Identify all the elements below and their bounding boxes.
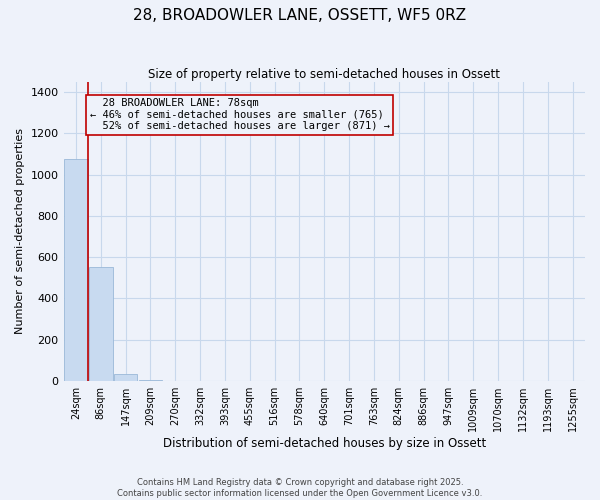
Bar: [64, 159, 88, 381]
Bar: [139, 380, 162, 381]
Y-axis label: Number of semi-detached properties: Number of semi-detached properties: [15, 128, 25, 334]
Text: Contains HM Land Registry data © Crown copyright and database right 2025.
Contai: Contains HM Land Registry data © Crown c…: [118, 478, 482, 498]
Text: 28, BROADOWLER LANE, OSSETT, WF5 0RZ: 28, BROADOWLER LANE, OSSETT, WF5 0RZ: [133, 8, 467, 22]
Bar: [114, 374, 137, 381]
Title: Size of property relative to semi-detached houses in Ossett: Size of property relative to semi-detach…: [148, 68, 500, 80]
Text: 28 BROADOWLER LANE: 78sqm
← 46% of semi-detached houses are smaller (765)
  52% : 28 BROADOWLER LANE: 78sqm ← 46% of semi-…: [89, 98, 389, 132]
Bar: [89, 268, 113, 381]
X-axis label: Distribution of semi-detached houses by size in Ossett: Distribution of semi-detached houses by …: [163, 437, 486, 450]
